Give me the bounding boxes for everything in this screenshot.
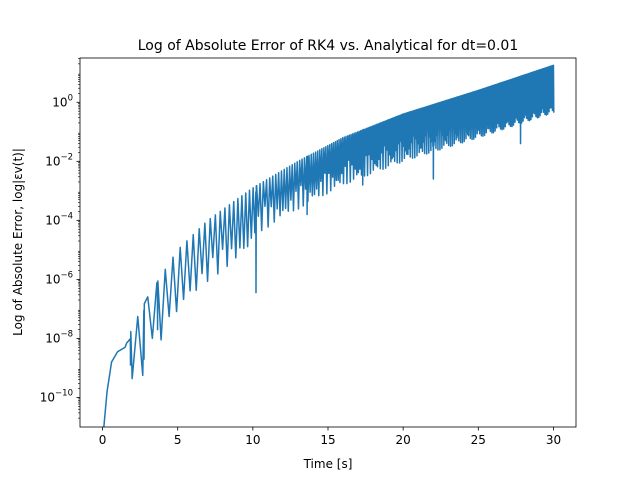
y-tick-label: 10−6 <box>45 270 73 286</box>
y-tick-label: 10−8 <box>45 329 73 345</box>
x-tick-label: 25 <box>471 433 486 447</box>
y-axis: 10−10 10−8 10−6 10−4 10−2 100 <box>40 58 80 419</box>
plot-area <box>103 64 555 427</box>
x-tick-label: 15 <box>320 433 335 447</box>
y-tick-label: 10−2 <box>45 152 73 168</box>
y-axis-label: Log of Absolute Error, log|εv(t)| <box>11 148 25 336</box>
chart-title: Log of Absolute Error of RK4 vs. Analyti… <box>138 38 518 54</box>
x-tick-label: 5 <box>174 433 182 447</box>
y-tick-label: 10−10 <box>40 388 73 404</box>
series-line <box>103 64 555 427</box>
y-tick-label: 100 <box>52 93 73 109</box>
x-axis: 0 5 10 15 20 25 30 <box>99 427 561 447</box>
x-tick-label: 30 <box>546 433 561 447</box>
x-axis-label: Time [s] <box>303 457 353 471</box>
x-tick-label: 0 <box>99 433 107 447</box>
y-tick-label: 10−4 <box>45 211 73 227</box>
x-tick-label: 10 <box>245 433 260 447</box>
x-tick-label: 20 <box>396 433 411 447</box>
